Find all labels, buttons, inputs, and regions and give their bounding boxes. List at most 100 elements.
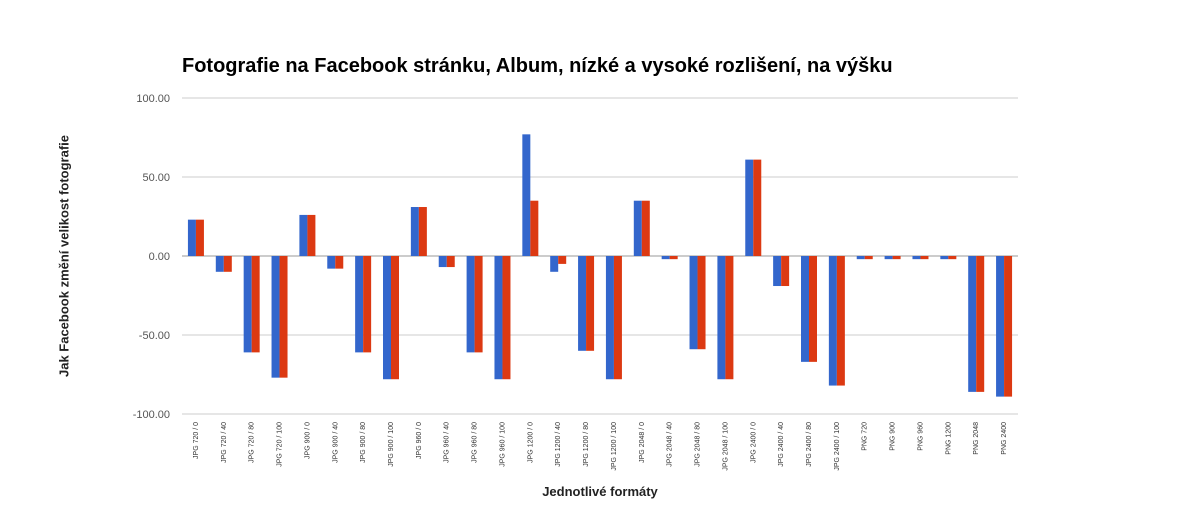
bar-series-2 [892, 256, 901, 260]
x-tick-label: JPG 720 / 40 [221, 422, 228, 463]
x-tick-label: PNG 900 [890, 422, 897, 451]
bar-series-1 [355, 256, 364, 353]
x-tick-label: JPG 1200 / 80 [583, 422, 590, 467]
x-tick-label: PNG 720 [862, 422, 869, 451]
x-tick-label: JPG 1200 / 0 [527, 422, 534, 463]
x-tick-label: JPG 960 / 80 [472, 422, 479, 463]
y-axis-ticks: 100.00 50.00 0.00 -50.00 -100.00 [133, 93, 170, 421]
y-tick-label: -50.00 [139, 330, 170, 342]
bar-series-2 [195, 219, 204, 256]
bar-series-2 [948, 256, 957, 260]
x-tick-label: JPG 2048 / 0 [639, 422, 646, 463]
bar-series-2 [391, 256, 399, 380]
x-tick-label: JPG 1200 / 40 [555, 422, 562, 467]
bar-series-1 [912, 256, 921, 260]
bar-series-2 [279, 256, 288, 378]
chart-title: Fotografie na Facebook stránku, Album, n… [182, 55, 893, 77]
bar-series-1 [215, 256, 224, 272]
bar-series-2 [335, 256, 344, 269]
bar-series-2 [753, 159, 762, 256]
x-tick-label: JPG 960 / 40 [444, 422, 451, 463]
bar-series-1 [299, 214, 308, 256]
y-tick-label: 0.00 [149, 251, 170, 263]
bar-series-2 [418, 207, 427, 256]
x-tick-label: PNG 2400 [1001, 422, 1008, 455]
x-tick-label: JPG 900 / 40 [332, 422, 339, 463]
bar-series-2 [697, 256, 706, 350]
bar-series-1 [968, 256, 977, 392]
bar-series-2 [920, 256, 929, 260]
bar-series-1 [327, 256, 336, 269]
x-axis-title: Jednotlivé formáty [542, 484, 658, 499]
bar-series-2 [613, 256, 622, 380]
x-tick-label: JPG 1200 / 100 [611, 422, 618, 471]
bar-series-1 [633, 200, 642, 256]
bar-series-2 [223, 256, 232, 272]
bar-series-2 [363, 256, 372, 353]
bar-series-1 [801, 256, 809, 362]
x-tick-label: PNG 1200 [945, 422, 952, 455]
bar-series-1 [271, 256, 280, 378]
bar-series-1 [522, 134, 531, 256]
bar-series-2 [474, 256, 483, 353]
bar-series-2 [781, 256, 790, 287]
x-tick-label: JPG 900 / 0 [304, 422, 311, 459]
bar-series-1 [689, 256, 698, 350]
bar-series-2 [976, 256, 985, 392]
bar-series-2 [864, 256, 873, 260]
bar-series-1 [996, 256, 1005, 397]
bar-series-1 [745, 159, 754, 256]
y-tick-label: -100.00 [133, 409, 170, 421]
bar-series-1 [243, 256, 252, 353]
bar-series-1 [438, 256, 447, 268]
bar-series-2 [307, 214, 316, 256]
bar-series-1 [494, 256, 503, 380]
bar-series-1 [773, 256, 782, 287]
bar-series-1 [578, 256, 587, 351]
y-tick-label: 100.00 [136, 93, 170, 105]
bar-series-2 [558, 256, 567, 264]
bar-series-1 [187, 219, 196, 256]
x-axis-labels: JPG 720 / 0 JPG 720 / 40 JPG 720 / 80 JPG 7… [193, 422, 1008, 471]
bar-series-1 [410, 207, 419, 256]
x-tick-label: JPG 960 / 0 [416, 422, 423, 459]
bar-series-1 [550, 256, 559, 272]
bar-series-2 [725, 256, 734, 380]
x-tick-label: JPG 900 / 80 [360, 422, 367, 463]
bar-series-1 [828, 256, 837, 386]
x-tick-label: JPG 2048 / 40 [667, 422, 674, 467]
bar-series-2 [251, 256, 260, 353]
bar-series-2 [809, 256, 817, 362]
bar-series-2 [1004, 256, 1013, 397]
bar-series-2 [586, 256, 595, 351]
bar-series-1 [605, 256, 614, 380]
x-tick-label: PNG 2048 [973, 422, 980, 455]
gridlines [182, 97, 1018, 415]
x-tick-label: JPG 2400 / 100 [834, 422, 841, 471]
bar-series-2 [502, 256, 511, 380]
bar-series-1 [466, 256, 475, 353]
bar-series-2 [836, 256, 845, 386]
x-tick-label: JPG 960 / 100 [499, 422, 506, 467]
bar-series-1 [661, 256, 670, 260]
bar-series-1 [717, 256, 726, 380]
x-tick-label: JPG 720 / 0 [193, 422, 200, 459]
y-tick-label: 50.00 [142, 172, 170, 184]
x-tick-label: JPG 720 / 80 [249, 422, 256, 463]
bar-series-1 [856, 256, 865, 260]
x-tick-label: JPG 2400 / 80 [806, 422, 813, 467]
x-tick-label: JPG 720 / 100 [277, 422, 284, 467]
x-tick-label: JPG 2400 / 40 [778, 422, 785, 467]
bar-series-2 [669, 256, 678, 260]
bar-series-2 [530, 200, 539, 256]
x-tick-label: PNG 960 [917, 422, 924, 451]
bar-series-2 [446, 256, 455, 268]
x-tick-label: JPG 2048 / 80 [695, 422, 702, 467]
bar-series-2 [641, 200, 650, 256]
x-tick-label: JPG 2400 / 0 [750, 422, 757, 463]
bar-series-1 [884, 256, 893, 260]
bar-series-1 [940, 256, 949, 260]
x-tick-label: JPG 900 / 100 [388, 422, 395, 467]
x-tick-label: JPG 2048 / 100 [722, 422, 729, 471]
